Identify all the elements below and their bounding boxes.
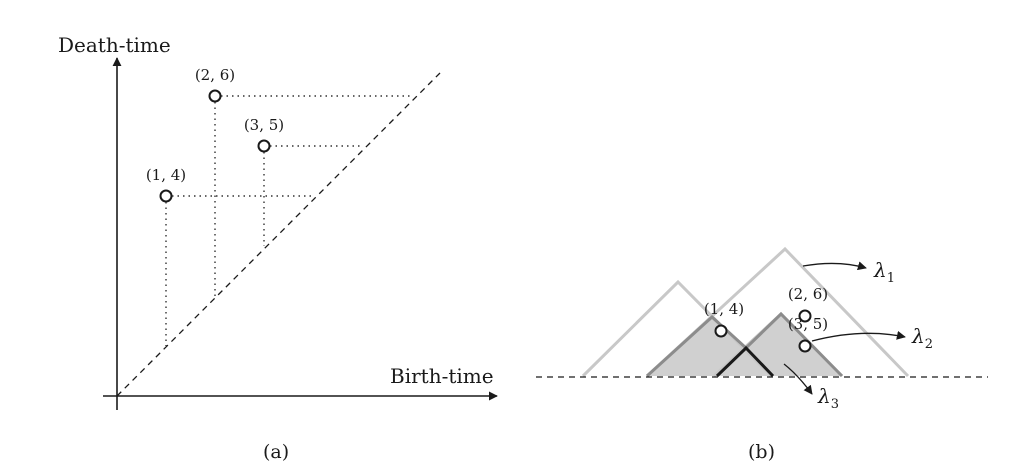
peak-marker — [798, 339, 812, 353]
peak-marker — [714, 324, 728, 338]
panel-a: (1, 4) (2, 6) (3, 5) Death-time Birth-time… — [58, 33, 498, 463]
arrow-lambda-2 — [811, 330, 906, 342]
point-marker — [208, 89, 222, 103]
arrow-lambda-1 — [802, 261, 867, 271]
points-layer-b: (1, 4) (2, 6) (3, 5) — [704, 285, 828, 353]
tent-1-4 — [581, 279, 773, 378]
arrow-lambda-3 — [783, 363, 813, 395]
peak-label: (1, 4) — [704, 300, 744, 318]
peak-label: (3, 5) — [788, 315, 828, 333]
point-marker — [159, 189, 173, 203]
caption-b: (b) — [748, 441, 775, 463]
y-axis-title: Death-time — [58, 33, 171, 57]
peak-label: (2, 6) — [788, 285, 828, 303]
shaded-region-lambda-2 — [647, 314, 842, 376]
lambda-3-outline — [715, 345, 775, 378]
peak-marker — [798, 309, 812, 323]
panel-b: (1, 4) (2, 6) (3, 5) λ1 λ2 λ3 (b) — [536, 246, 988, 463]
point-marker — [257, 139, 271, 153]
label-lambda-3: λ3 — [817, 384, 839, 412]
label-lambda-1: λ1 — [873, 258, 895, 286]
guides-layer — [165, 95, 411, 346]
caption-a: (a) — [263, 441, 289, 463]
point-label: (3, 5) — [244, 116, 284, 134]
point-label: (2, 6) — [195, 66, 235, 84]
point-label: (1, 4) — [146, 166, 186, 184]
label-lambda-2: λ2 — [911, 324, 933, 352]
points-layer: (1, 4) (2, 6) (3, 5) — [146, 66, 284, 203]
x-axis-title: Birth-time — [390, 364, 494, 388]
